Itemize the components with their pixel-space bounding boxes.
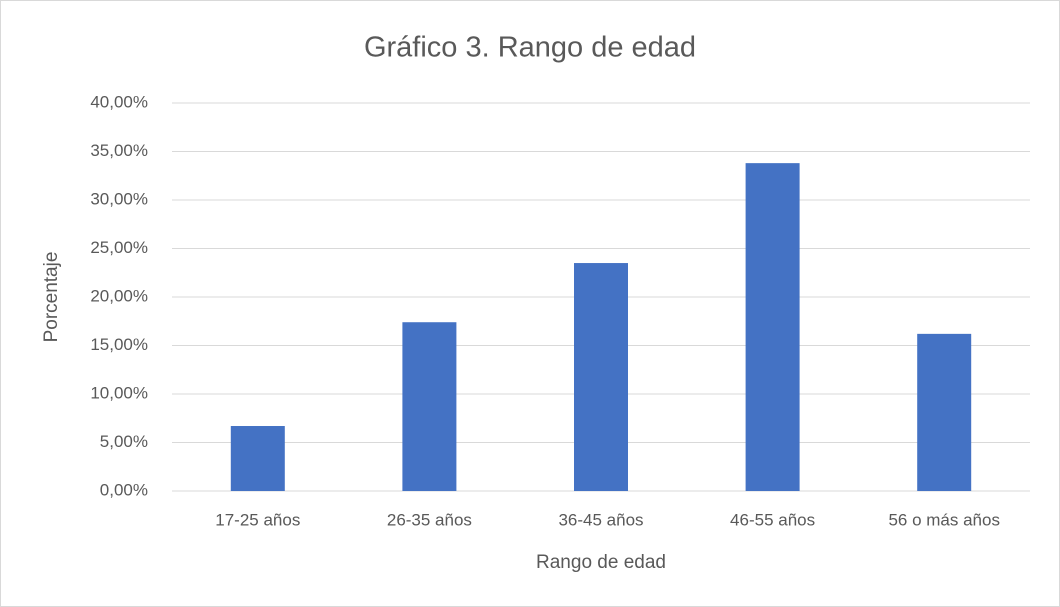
x-axis-title: Rango de edad xyxy=(536,552,666,573)
y-tick-label: 15,00% xyxy=(90,335,148,354)
y-tick-label: 25,00% xyxy=(90,238,148,257)
bar xyxy=(230,426,285,491)
x-tick-label: 56 o más años xyxy=(888,510,1000,529)
x-tick-label: 26-35 años xyxy=(387,510,472,529)
y-tick-label: 10,00% xyxy=(90,383,148,402)
y-tick-label: 40,00% xyxy=(90,92,148,111)
y-tick-label: 30,00% xyxy=(90,189,148,208)
x-tick-label: 36-45 años xyxy=(558,510,643,529)
bar xyxy=(917,333,972,491)
bar xyxy=(402,322,457,491)
y-tick-label: 5,00% xyxy=(100,432,148,451)
bar xyxy=(745,163,800,491)
x-tick-label: 46-55 años xyxy=(730,510,815,529)
y-axis-title: Porcentaje xyxy=(41,252,62,343)
y-tick-label: 35,00% xyxy=(90,141,148,160)
chart-title: Gráfico 3. Rango de edad xyxy=(364,32,696,64)
x-tick-label: 17-25 años xyxy=(215,510,300,529)
y-tick-label: 20,00% xyxy=(90,286,148,305)
bar xyxy=(574,263,628,491)
y-tick-label: 0,00% xyxy=(100,480,148,499)
